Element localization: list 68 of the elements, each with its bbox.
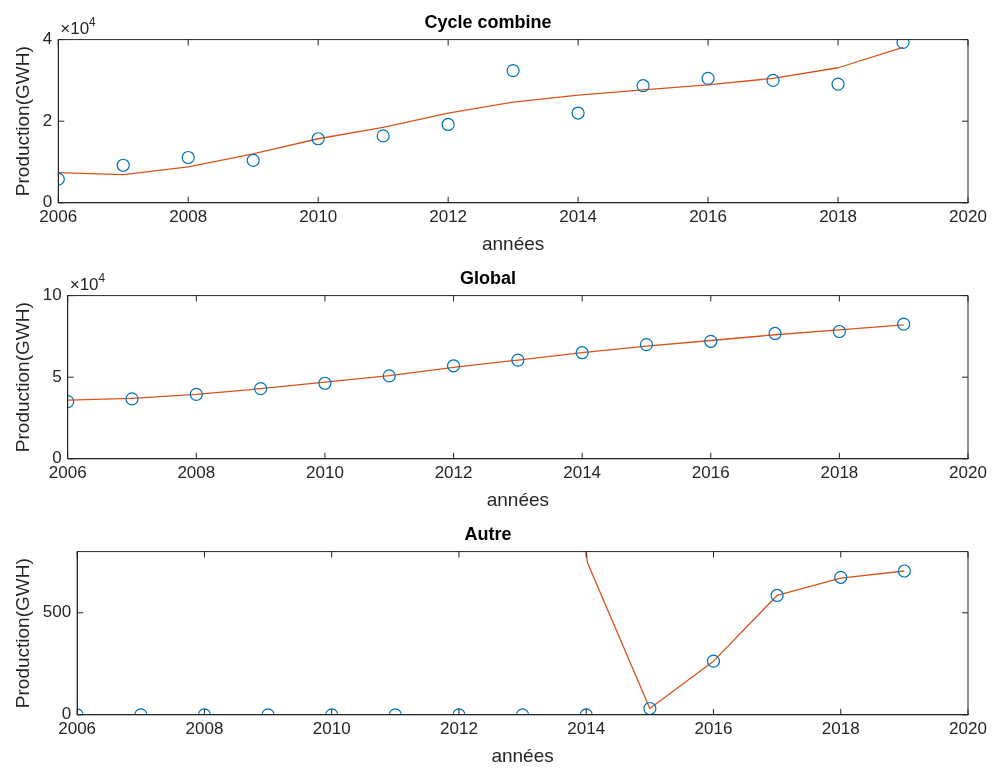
point: [636, 79, 650, 93]
x-tick-label: 2020: [949, 206, 987, 226]
point: [446, 359, 461, 373]
point: [832, 324, 846, 339]
y-tick-label: 5: [52, 366, 62, 386]
x-tick-label: 2014: [567, 718, 606, 738]
point: [768, 326, 782, 341]
y-tick-label: 2: [42, 110, 53, 130]
point: [706, 654, 721, 668]
chart-title: Autre: [464, 523, 512, 544]
point: [376, 129, 390, 143]
point: [766, 73, 780, 87]
point: [125, 392, 139, 406]
x-tick-label: 2010: [312, 718, 351, 738]
point: [506, 64, 520, 78]
x-tick-label: 2020: [949, 718, 987, 738]
chart-title: Global: [459, 267, 517, 288]
x-axis-title: années: [486, 488, 550, 510]
point: [704, 334, 718, 348]
point: [246, 153, 260, 167]
x-axis-title: années: [491, 744, 554, 766]
point: [701, 71, 715, 85]
point: [318, 376, 332, 390]
x-tick-label: 2014: [563, 462, 602, 482]
point: [382, 369, 396, 383]
y-tick-label: 500: [42, 602, 72, 622]
x-tick-label: 2018: [820, 462, 859, 482]
x-tick-label: 2016: [691, 462, 730, 482]
point: [834, 570, 848, 584]
y-tick-label: 10: [42, 285, 62, 305]
x-tick-label: 2014: [559, 206, 598, 226]
point: [571, 106, 585, 120]
point: [441, 117, 455, 132]
point: [254, 382, 268, 396]
y-axis-title: Production(GWH): [11, 302, 33, 453]
y-axis-title: Production(GWH): [11, 46, 33, 197]
x-tick-label: 2020: [949, 462, 987, 482]
point: [116, 158, 130, 172]
point: [511, 353, 525, 367]
point: [897, 317, 911, 331]
x-tick-label: 2008: [185, 718, 224, 738]
x-tick-label: 2012: [434, 462, 473, 482]
point: [311, 132, 325, 146]
x-axis-title: années: [481, 232, 545, 254]
y-axis-title: Production(GWH): [11, 558, 33, 709]
x-tick-label: 2010: [306, 462, 344, 482]
x-tick-label: 2006: [58, 718, 97, 738]
x-tick-label: 2018: [821, 718, 860, 738]
point: [181, 150, 195, 165]
y-tick-label: 4: [42, 29, 53, 49]
x-tick-label: 2016: [694, 718, 733, 738]
point: [770, 588, 784, 603]
chart-title: Cycle combine: [424, 11, 552, 32]
point: [897, 564, 911, 578]
x-tick-label: 2018: [819, 206, 857, 226]
point: [831, 77, 845, 91]
x-tick-label: 2012: [429, 206, 468, 226]
x-tick-label: 2006: [48, 462, 87, 482]
x-tick-label: 2012: [440, 718, 478, 738]
x-tick-label: 2016: [689, 206, 727, 226]
point: [575, 346, 589, 360]
point: [189, 387, 203, 401]
point: [639, 337, 654, 352]
x-tick-label: 2010: [299, 206, 338, 226]
x-tick-label: 2006: [39, 206, 78, 226]
point: [896, 39, 910, 50]
x-tick-label: 2008: [169, 206, 208, 226]
x-tick-label: 2008: [177, 462, 216, 482]
